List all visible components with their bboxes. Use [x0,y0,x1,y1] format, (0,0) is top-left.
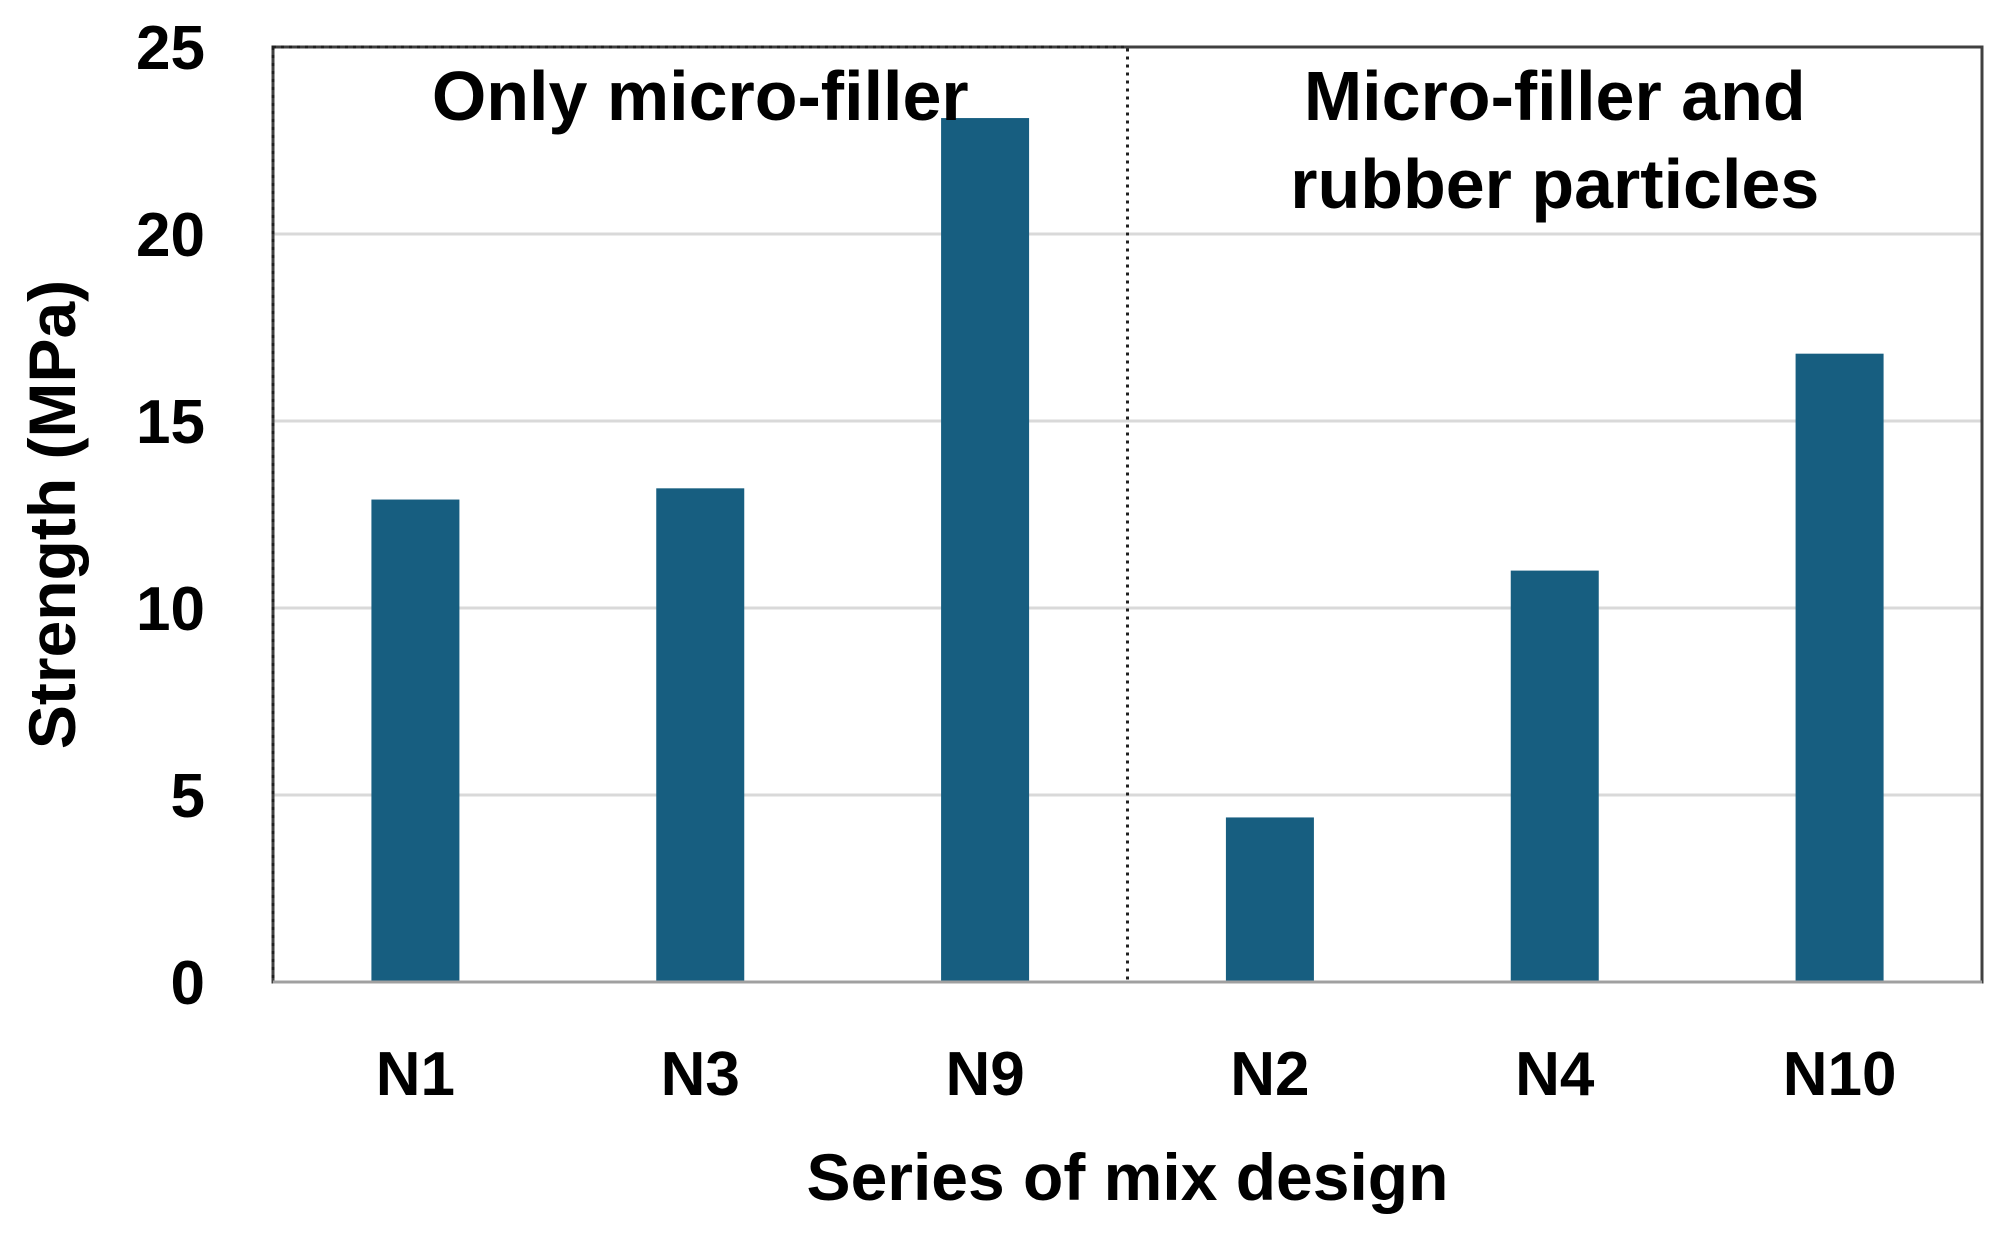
y-tick-10: 10 [136,575,205,644]
x-tick-N1: N1 [376,1040,455,1109]
y-tick-labels: 0 5 10 15 20 25 [136,14,205,1018]
bar-N10 [1795,353,1884,982]
bar-N4 [1510,570,1599,982]
y-tick-25: 25 [136,14,205,83]
y-tick-5: 5 [171,762,205,831]
group-annotations: Only micro-filler Micro-filler and rubber … [432,57,1819,223]
x-tick-N10: N10 [1783,1040,1897,1109]
x-tick-N2: N2 [1230,1040,1309,1109]
y-axis-label: Strength (MPa) [15,280,89,749]
y-tick-0: 0 [171,949,205,1018]
bar-N9 [941,118,1030,982]
bars [371,118,1884,982]
bar-N1 [371,499,460,982]
x-tick-labels: N1 N3 N9 N2 N4 N10 [376,1040,1897,1109]
group-label-2: Micro-filler and rubber particles [1290,57,1819,223]
bar-N2 [1225,817,1314,982]
x-tick-N9: N9 [945,1040,1024,1109]
x-axis-label: Series of mix design [807,1140,1449,1214]
bar-N3 [656,488,745,982]
x-tick-N3: N3 [661,1040,740,1109]
y-tick-15: 15 [136,388,205,457]
y-tick-20: 20 [136,201,205,270]
group-label-1: Only micro-filler [432,57,969,135]
x-tick-N4: N4 [1515,1040,1595,1109]
